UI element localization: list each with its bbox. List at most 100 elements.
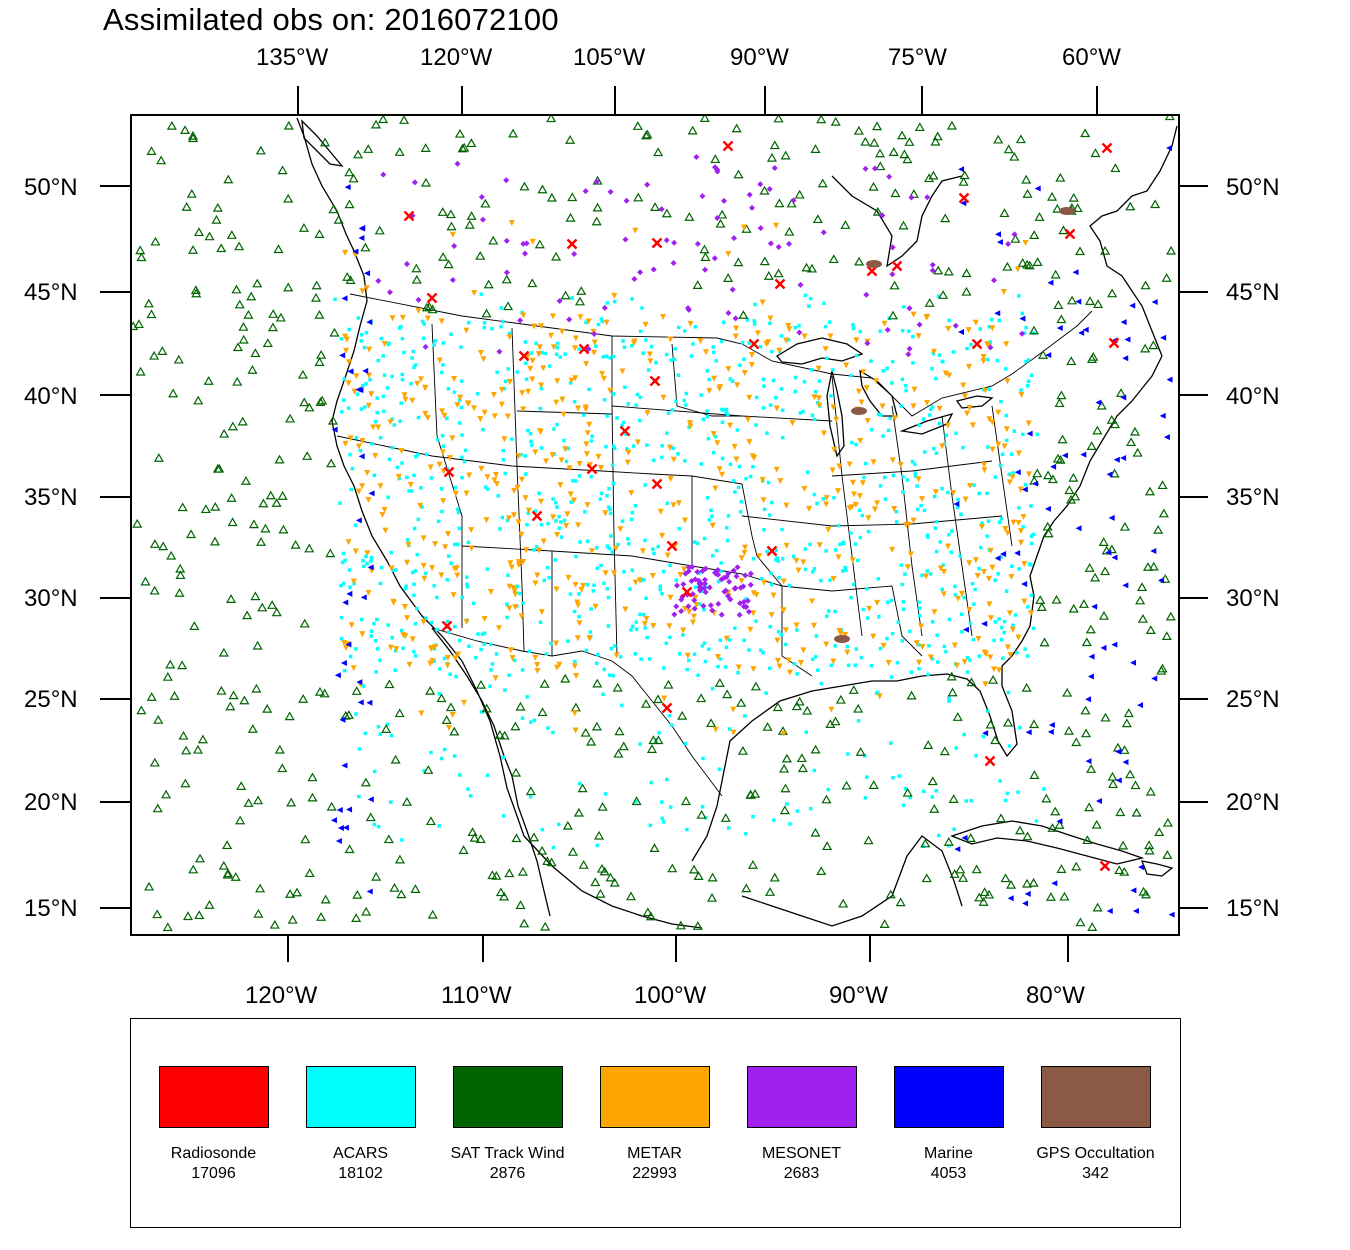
mesonet-marker [694, 240, 701, 247]
mesonet-marker [746, 191, 753, 198]
acars-marker [465, 585, 470, 589]
acars-marker [966, 655, 970, 660]
sat-wind-marker [540, 921, 551, 931]
marine-marker [345, 641, 352, 648]
acars-marker [677, 526, 681, 531]
acars-marker [386, 623, 390, 627]
metar-marker [716, 385, 723, 392]
acars-marker [711, 450, 716, 455]
mesonet-marker [520, 240, 527, 247]
acars-marker [374, 670, 378, 674]
sat-wind-marker [302, 451, 313, 460]
metar-marker [783, 337, 790, 344]
acars-marker [920, 573, 924, 578]
acars-marker [812, 567, 817, 571]
acars-marker [533, 509, 537, 513]
acars-marker [826, 609, 831, 613]
sat-wind-marker [1125, 201, 1136, 211]
acars-marker [479, 647, 483, 652]
acars-marker [499, 306, 504, 310]
metar-marker [760, 497, 767, 504]
metar-marker [1004, 644, 1011, 651]
acars-marker [633, 799, 638, 804]
mesonet-marker [742, 572, 749, 579]
acars-marker [506, 573, 510, 578]
sat-wind-marker [232, 342, 243, 352]
acars-marker [949, 550, 954, 555]
acars-marker [509, 437, 514, 441]
acars-marker [611, 354, 616, 359]
acars-marker [772, 818, 776, 822]
metar-marker [584, 430, 591, 437]
metar-marker [531, 323, 538, 330]
sat-wind-marker [265, 490, 276, 500]
marine-marker [1082, 326, 1089, 333]
sat-wind-marker [1056, 864, 1067, 873]
sat-wind-marker [437, 207, 448, 216]
acars-marker [361, 383, 365, 388]
sat-wind-marker [247, 365, 258, 374]
metar-marker [864, 418, 871, 425]
acars-marker [364, 554, 368, 559]
acars-marker [676, 325, 681, 330]
mesonet-marker [571, 250, 578, 257]
sat-wind-marker [692, 280, 703, 289]
acars-marker [913, 471, 917, 476]
acars-marker [934, 549, 939, 554]
acars-marker [482, 321, 487, 325]
acars-marker [393, 668, 397, 672]
radiosonde-marker [681, 586, 693, 598]
marine-marker [1095, 399, 1102, 406]
sat-wind-marker [178, 730, 189, 740]
acars-marker [725, 538, 730, 543]
acars-marker [669, 805, 673, 809]
sat-wind-marker [225, 701, 236, 711]
acars-marker [483, 485, 488, 489]
mesonet-marker [771, 165, 778, 172]
metar-marker [667, 476, 674, 483]
acars-marker [915, 484, 919, 488]
metar-marker [738, 555, 745, 562]
marine-marker [1044, 505, 1051, 512]
acars-marker [591, 589, 596, 593]
sat-wind-marker [1109, 468, 1120, 478]
mesonet-marker [889, 271, 896, 278]
metar-marker [793, 622, 800, 629]
sat-wind-marker [576, 286, 587, 295]
sat-wind-marker [663, 679, 674, 689]
acars-marker [885, 366, 889, 371]
acars-marker [696, 673, 700, 677]
acars-marker [965, 670, 970, 674]
sat-wind-marker [648, 735, 659, 745]
metar-marker [490, 391, 497, 398]
metar-marker [786, 326, 793, 333]
mesonet-marker [905, 351, 912, 358]
sat-wind-marker [537, 184, 548, 194]
acars-marker [520, 716, 525, 720]
sat-wind-marker [180, 125, 191, 135]
metar-marker [829, 467, 836, 474]
acars-marker [814, 634, 819, 638]
marine-marker [362, 367, 369, 374]
sat-wind-marker [140, 576, 151, 586]
acars-marker [705, 369, 709, 373]
acars-marker [341, 551, 346, 556]
metar-marker [619, 368, 626, 375]
acars-marker [672, 357, 677, 362]
bottom-lon-label: 100°W [634, 982, 707, 1009]
sat-wind-marker [641, 698, 652, 708]
metar-marker [831, 446, 838, 453]
metar-marker [436, 461, 443, 468]
legend-count: 17096 [191, 1165, 236, 1182]
sat-wind-marker [1157, 480, 1168, 490]
metar-marker [359, 631, 366, 638]
acars-marker [851, 323, 855, 327]
sat-wind-marker [1110, 419, 1121, 429]
acars-marker [529, 720, 533, 724]
mesonet-marker [733, 573, 740, 580]
metar-marker [833, 416, 840, 423]
metar-marker [937, 565, 944, 572]
acars-marker [724, 411, 728, 415]
acars-marker [1007, 472, 1011, 477]
acars-marker [701, 417, 706, 422]
